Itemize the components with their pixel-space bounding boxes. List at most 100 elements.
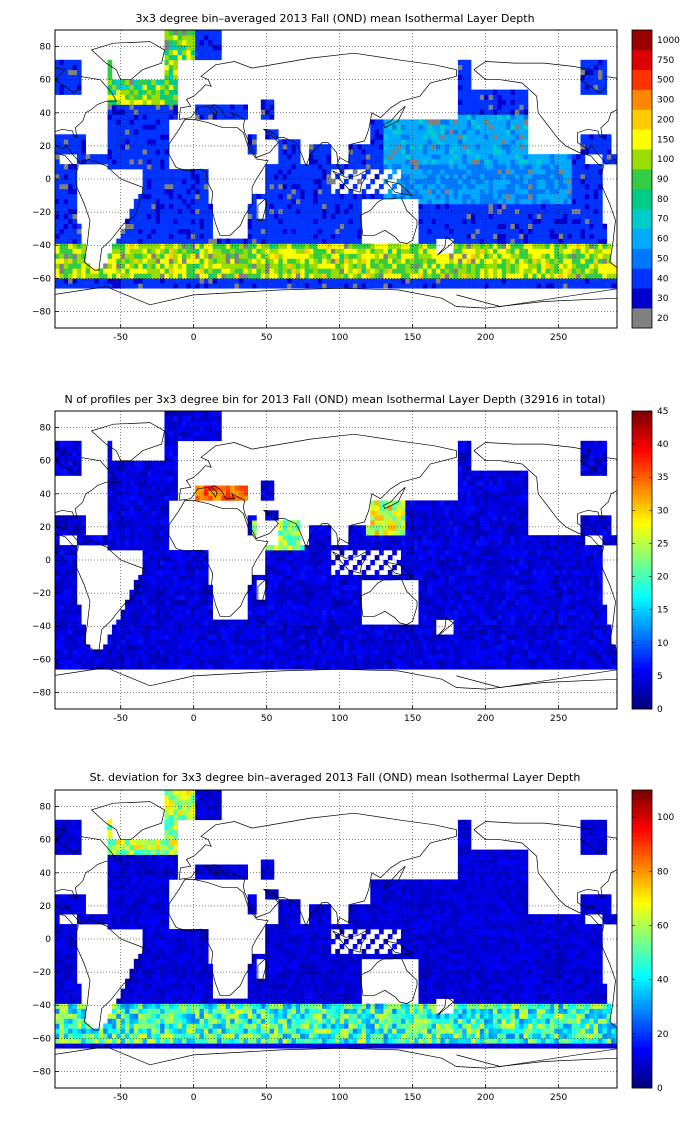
heatmap-cell: [160, 89, 165, 95]
heatmap-cell: [182, 169, 187, 175]
heatmap-cell: [523, 624, 529, 630]
heatmap-cell: [344, 228, 349, 234]
heatmap-cell: [440, 188, 446, 195]
heatmap-cell: [208, 49, 213, 56]
heatmap-cell: [453, 154, 459, 160]
heatmap-cell: [142, 634, 148, 640]
heatmap-cell: [68, 268, 73, 274]
heatmap-cell: [405, 263, 411, 269]
heatmap-cell: [217, 114, 222, 120]
heatmap-cell: [497, 208, 502, 215]
heatmap-cell: [133, 109, 139, 115]
heatmap-cell: [129, 243, 135, 249]
heatmap-cell: [133, 154, 139, 160]
heatmap-cell: [549, 198, 555, 205]
heatmap-cell: [606, 659, 612, 665]
heatmap-cell: [492, 228, 498, 234]
heatmap-cell: [497, 109, 502, 115]
heatmap-cell: [457, 238, 463, 244]
heatmap-cell: [414, 634, 419, 640]
heatmap-cell: [322, 164, 327, 170]
heatmap-cell: [186, 619, 192, 625]
heatmap-cell: [510, 99, 516, 105]
heatmap-cell: [282, 233, 288, 239]
heatmap-cell: [562, 634, 568, 640]
heatmap-cell: [501, 129, 507, 135]
heatmap-cell: [554, 649, 559, 655]
heatmap-cell: [352, 268, 358, 274]
heatmap-cell: [160, 114, 165, 120]
heatmap-cell: [313, 253, 319, 259]
heatmap-cell: [199, 278, 205, 284]
heatmap-cell: [125, 144, 130, 150]
heatmap-cell: [85, 154, 91, 160]
heatmap-cell: [317, 258, 323, 264]
heatmap-cell: [295, 634, 301, 640]
heatmap-cell: [536, 283, 542, 289]
heatmap-cell: [146, 258, 152, 264]
heatmap-cell: [146, 193, 152, 200]
heatmap-cell: [326, 644, 332, 650]
heatmap-cell: [400, 644, 406, 650]
heatmap-cell: [558, 218, 564, 224]
heatmap-cell: [103, 273, 108, 279]
heatmap-cell: [479, 109, 485, 115]
heatmap-cell: [532, 233, 538, 239]
heatmap-cell: [606, 248, 612, 254]
heatmap-cell: [484, 654, 489, 660]
heatmap-cell: [133, 624, 139, 630]
heatmap-cell: [72, 218, 78, 224]
heatmap-cell: [230, 273, 235, 279]
heatmap-cell: [265, 649, 270, 655]
heatmap-cell: [138, 268, 143, 274]
heatmap-cell: [506, 208, 511, 215]
heatmap-cell: [453, 654, 459, 660]
heatmap-cell: [76, 134, 82, 140]
x-tick-label: 150: [404, 333, 421, 343]
heatmap-cell: [409, 634, 415, 640]
heatmap-cell: [322, 203, 327, 210]
heatmap-cell: [138, 99, 143, 105]
heatmap-cell: [72, 208, 78, 215]
heatmap-cell: [59, 169, 65, 175]
heatmap-cell: [160, 243, 165, 249]
heatmap-cell: [164, 159, 170, 165]
heatmap-cell: [304, 619, 310, 625]
heatmap-cell: [182, 624, 187, 630]
heatmap-cell: [580, 634, 586, 640]
heatmap-cell: [462, 278, 467, 284]
heatmap-cell: [208, 203, 213, 210]
heatmap-cell: [405, 119, 411, 125]
heatmap-cell: [173, 179, 178, 185]
heatmap-cell: [449, 139, 454, 145]
heatmap-cell: [453, 273, 459, 279]
heatmap-cell: [370, 139, 375, 145]
heatmap-cell: [326, 654, 332, 660]
heatmap-cell: [510, 154, 516, 160]
heatmap-cell: [125, 644, 130, 650]
heatmap-cell: [199, 268, 205, 274]
heatmap-cell: [326, 273, 332, 279]
heatmap-cell: [335, 208, 340, 215]
heatmap-cell: [400, 179, 406, 185]
heatmap-cell: [457, 624, 463, 630]
coastline: [616, 49, 617, 51]
heatmap-cell: [76, 629, 82, 635]
heatmap-cell: [348, 634, 354, 640]
heatmap-cell: [510, 174, 516, 180]
heatmap-cell: [510, 243, 516, 249]
heatmap-cell: [133, 149, 139, 155]
heatmap-cell: [444, 149, 450, 155]
heatmap-cell: [217, 624, 222, 630]
heatmap-cell: [256, 619, 262, 625]
heatmap-cell: [168, 218, 174, 224]
heatmap-cell: [76, 84, 82, 90]
heatmap-cell: [462, 159, 467, 165]
heatmap-cell: [129, 89, 135, 95]
heatmap-cell: [497, 233, 502, 239]
heatmap-cell: [392, 124, 397, 130]
heatmap-cell: [400, 169, 406, 175]
heatmap-cell: [282, 654, 288, 660]
heatmap-cell: [138, 273, 143, 279]
heatmap-cell: [576, 203, 581, 210]
